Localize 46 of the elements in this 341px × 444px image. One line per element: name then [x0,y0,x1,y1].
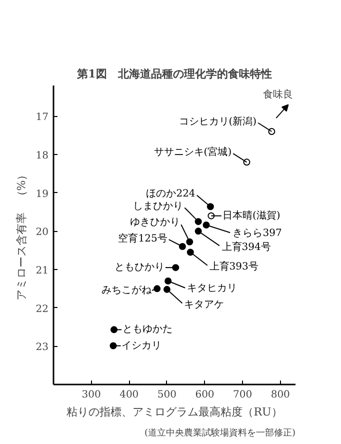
annotation: 食味良 [263,88,294,101]
point [194,228,202,235]
point [172,264,180,272]
y-axis-title: アミロース含有率 （%） [14,169,28,301]
annotation: きらら397 [232,228,282,239]
point [186,248,194,256]
x-tick-label: 300 [82,390,101,400]
annotation: 上育393号 [209,260,258,272]
annotation: コシヒカリ(新潟) [178,115,257,128]
annotation: 上育394号 [222,240,271,253]
point [110,326,118,334]
annotation: みちこがね [101,285,152,296]
annotation: ゆきひかり [130,217,180,228]
annotation: ともひかり [114,262,164,274]
chart-title: 第1図 北海道品種の理化学的食味特性 [76,68,272,80]
y-tick-label: 19 [36,188,49,200]
y-tick-label: 22 [36,304,49,315]
point [163,286,170,293]
y-tick-label: 20 [36,227,49,238]
text: (道立中央農業試験場資料を一部修正) [144,428,296,438]
annotation: ササニシキ(宮城) [154,146,232,158]
annotation: キタヒカリ [186,283,237,294]
point [206,203,214,210]
y-tick-label: 21 [36,266,49,276]
x-tick-label: 800 [270,390,290,400]
x-tick-label: 500 [157,390,176,400]
x-tick-label: 600 [195,390,214,400]
y-tick-label: 17 [36,112,49,124]
annotation: イシカリ [122,340,162,352]
x-axis-title: 粘りの指標、アミログラム最高粘度（RU） [66,406,282,418]
point [178,243,186,250]
x-tick-label: 400 [120,390,139,400]
annotation: キタアケ [184,299,224,310]
point [164,278,172,284]
annotation: ほのか224 [146,188,196,200]
point [202,222,210,229]
y-tick-label: 23 [36,342,49,354]
annotation: ともゆかた [122,324,172,336]
annotation: しまひかり [133,200,184,212]
annotation: 空育125号 [118,232,168,244]
annotation: 日本晴(滋賀) [222,209,280,222]
point [186,238,194,246]
y-tick-label: 18 [36,150,49,162]
point [194,218,202,226]
point [154,285,161,292]
x-tick-label: 700 [233,390,252,400]
